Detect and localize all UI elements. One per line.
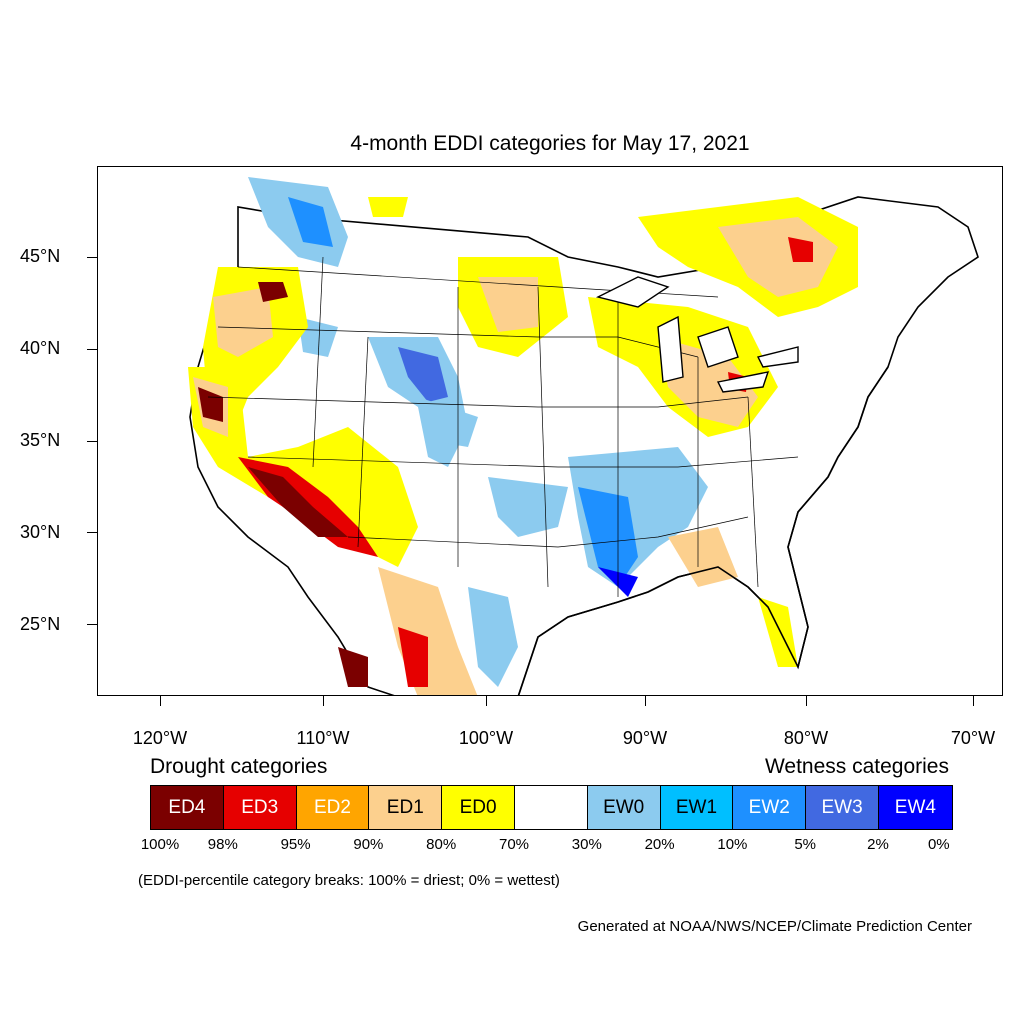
lat-tick	[87, 441, 97, 442]
percentile-label: 95%	[280, 836, 311, 853]
coastline	[517, 366, 889, 695]
lon-tick	[973, 696, 974, 706]
lat-label-45: 45°N	[20, 246, 61, 266]
legend-box-neutral	[514, 786, 588, 829]
drought-categories-heading: Drought categories	[150, 755, 328, 778]
lat-tick	[87, 624, 97, 625]
lat-label-40: 40°N	[20, 338, 61, 358]
percentile-label: 100%	[140, 836, 180, 853]
category-note: (EDDI-percentile category breaks: 100% =…	[138, 872, 560, 889]
percentile-label: 20%	[644, 836, 675, 853]
lon-label-110: 110°W	[296, 728, 350, 748]
percentile-label: 5%	[794, 836, 817, 853]
map-panel	[97, 166, 1003, 696]
lon-tick	[486, 696, 487, 706]
lon-tick	[806, 696, 807, 706]
lon-tick	[323, 696, 324, 706]
lon-label-80: 80°W	[783, 728, 829, 748]
legend-box-ed0: ED0	[442, 786, 515, 829]
legend-box-ed1: ED1	[369, 786, 443, 829]
legend-box-ed4: ED4	[151, 786, 224, 829]
great-lakes	[595, 276, 799, 393]
legend-box-ew3: EW3	[806, 786, 879, 829]
legend-box-ew0: EW0	[587, 786, 661, 829]
lon-tick	[645, 696, 646, 706]
percentile-label: 10%	[717, 836, 748, 853]
percentile-label: 90%	[353, 836, 384, 853]
lat-label-30: 30°N	[20, 522, 61, 542]
legend-box-ed2: ED2	[296, 786, 370, 829]
lat-tick	[87, 257, 97, 258]
legend-box-ew2: EW2	[733, 786, 807, 829]
state-boundaries	[207, 256, 799, 597]
wetness-categories-heading: Wetness categories	[764, 755, 949, 778]
dry-patches	[188, 197, 858, 695]
percentile-label: 70%	[498, 836, 530, 853]
legend-box-ed3: ED3	[223, 786, 297, 829]
lat-label-35: 35°N	[20, 430, 61, 450]
legend-box-ew4: EW4	[878, 786, 952, 829]
lon-label-100: 100°W	[458, 728, 514, 748]
percentile-label: 30%	[571, 836, 602, 853]
percentile-label: 2%	[867, 836, 889, 853]
lon-label-70: 70°W	[950, 728, 996, 748]
percentile-label: 80%	[426, 836, 457, 853]
lat-tick	[87, 349, 97, 350]
legend-box-ew1: EW1	[660, 786, 734, 829]
lon-tick	[160, 696, 161, 706]
percentile-label: 98%	[207, 836, 238, 853]
wet-patches	[248, 177, 708, 687]
lat-label-25: 25°N	[20, 614, 61, 634]
lat-tick	[87, 532, 97, 533]
map-title: 4-month EDDI categories for May 17, 2021	[350, 132, 750, 155]
lon-label-120: 120°W	[132, 728, 188, 748]
lon-label-90: 90°W	[622, 728, 668, 748]
percentile-label: 0%	[927, 836, 950, 853]
legend-colorbar: ED4 ED3 ED2 ED1 ED0 EW0 EW1 EW2 EW3 EW4	[150, 785, 953, 830]
credit-line: Generated at NOAA/NWS/NCEP/Climate Predi…	[577, 918, 972, 935]
eddi-map	[188, 177, 979, 695]
